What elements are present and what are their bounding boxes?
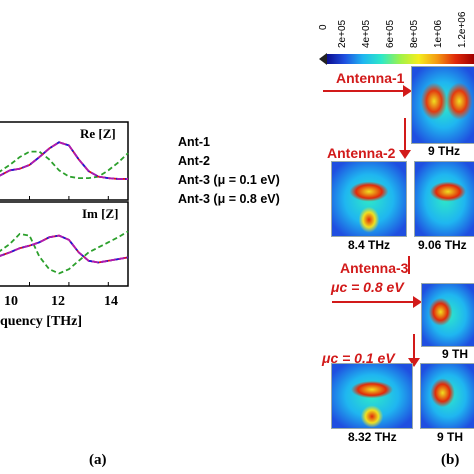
antenna2-down-arrow: [404, 118, 406, 152]
legend-item-ant3-01: Ant-3 (μ = 0.1 eV): [138, 171, 280, 189]
figure-label-a: (a): [89, 452, 107, 468]
re-z-label: Re [Z]: [80, 126, 116, 141]
legend-item-ant3-08: Ant-3 (μ = 0.8 eV): [138, 190, 280, 208]
series-line-4: [0, 141, 128, 180]
mu-08-arrow: [332, 301, 416, 303]
colorbar: [326, 54, 474, 64]
legend-label-ant2: Ant-2: [178, 154, 210, 168]
legend-item-ant1: Ant-1: [138, 133, 210, 151]
mu-01-freq-a: 8.32 THz: [348, 430, 397, 444]
mu-08-freq: 9 TH: [442, 347, 469, 361]
field-map-antenna2-a: [331, 161, 407, 237]
colorbar-tick-0: 0: [318, 24, 329, 30]
re-z-subplot: [0, 121, 129, 201]
mu-01-label: μc = 0.1 eV: [322, 350, 395, 366]
antenna1-label: Antenna-1: [336, 70, 405, 86]
antenna2-label: Antenna-2: [327, 145, 396, 161]
colorbar-tick-5: 1e+06: [433, 19, 444, 48]
impedance-plot: [0, 121, 129, 287]
legend-label-ant3-01: Ant-3 (μ = 0.1 eV): [178, 173, 280, 187]
field-map-antenna2-b: [414, 161, 474, 237]
antenna1-arrowhead-icon: [403, 85, 412, 97]
legend-label-ant3-08: Ant-3 (μ = 0.8 eV): [178, 192, 280, 206]
x-tick-14: 14: [104, 294, 118, 309]
subplot-frame: [0, 201, 129, 287]
legend-label-ant1: Ant-1: [178, 135, 210, 149]
legend-item-ant2: Ant-2: [138, 152, 210, 170]
figure-label-b: (b): [441, 452, 460, 468]
series-line-1: [0, 230, 129, 275]
field-map-antenna1: [411, 66, 474, 144]
mu-01-freq-b: 9 TH: [437, 430, 464, 444]
colorbar-tick-6: 1.2e+06: [457, 11, 468, 48]
antenna1-freq: 9 THz: [428, 144, 461, 158]
mu-08-arrowhead-icon: [413, 296, 422, 308]
colorbar-tick-3: 6e+05: [385, 19, 396, 48]
colorbar-tick-4: 8e+05: [409, 19, 420, 48]
im-z-subplot: [0, 201, 129, 287]
x-tick-10: 10: [4, 294, 18, 309]
subplot-frame: [0, 121, 129, 201]
mu-01-down-arrow: [413, 334, 415, 360]
arrow-marker-icon: [319, 53, 327, 65]
antenna3-label: Antenna-3: [340, 260, 409, 276]
colorbar-tick-1: 2e+05: [337, 19, 348, 48]
antenna2-freq-a: 8.4 THz: [348, 238, 391, 252]
antenna2-freq-b: 9.06 THz: [418, 238, 467, 252]
antenna1-arrow: [323, 90, 405, 92]
colorbar-tick-2: 4e+05: [361, 19, 372, 48]
field-map-mu01-b: [420, 363, 474, 429]
field-map-mu08: [421, 283, 474, 347]
x-axis-label: quency [THz]: [0, 314, 83, 329]
mu-01-down-arrowhead-icon: [408, 358, 420, 367]
antenna2-down-arrowhead-icon: [399, 150, 411, 159]
im-z-label: Im [Z]: [82, 206, 119, 221]
series-line-4: [0, 234, 129, 264]
antenna3-right-arrow: [408, 256, 410, 274]
x-tick-12: 12: [51, 294, 65, 309]
field-map-mu01-a: [331, 363, 413, 429]
mu-08-label: μc = 0.8 eV: [331, 279, 404, 295]
series-line-3: [0, 141, 128, 180]
series-line-1: [0, 150, 129, 180]
